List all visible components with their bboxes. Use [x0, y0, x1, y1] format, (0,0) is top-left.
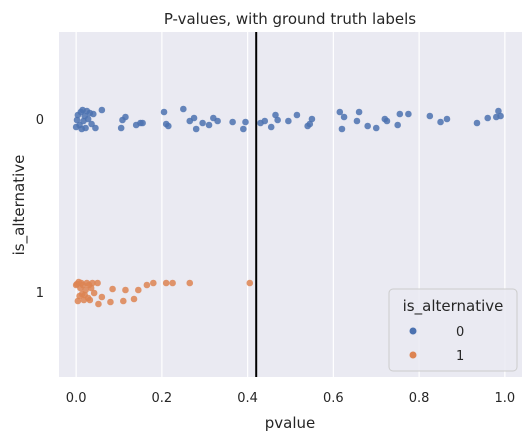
data-point-1 — [130, 295, 138, 303]
data-point-0 — [160, 108, 168, 116]
data-point-1 — [186, 279, 194, 287]
y-tick-labels: 01 — [36, 113, 44, 301]
data-point-1 — [135, 286, 142, 294]
data-point-0 — [437, 118, 444, 126]
data-point-0 — [306, 120, 314, 128]
x-tick-label: 0.8 — [409, 391, 430, 406]
data-point-0 — [383, 117, 391, 125]
data-point-0 — [495, 107, 502, 115]
data-point-0 — [192, 125, 200, 133]
data-points — [72, 105, 504, 308]
data-point-0 — [364, 122, 371, 130]
legend-marker-1 — [409, 351, 417, 359]
data-point-0 — [122, 113, 129, 121]
data-point-0 — [267, 123, 275, 131]
data-point-0 — [484, 114, 492, 122]
data-point-1 — [82, 286, 89, 294]
data-point-1 — [150, 279, 157, 287]
data-point-0 — [426, 112, 434, 120]
data-point-0 — [355, 108, 363, 116]
data-point-1 — [246, 279, 254, 287]
data-point-0 — [82, 124, 89, 132]
x-tick-labels: 0.0 0.2 0.4 0.6 0.8 1.0 — [66, 391, 515, 406]
data-point-0 — [240, 125, 247, 133]
x-tick-label: 0.6 — [323, 391, 344, 406]
data-point-0 — [199, 119, 206, 127]
data-point-0 — [336, 108, 344, 116]
data-point-0 — [353, 117, 361, 125]
data-point-1 — [95, 300, 102, 308]
data-point-0 — [180, 105, 187, 113]
legend-label-0: 0 — [456, 325, 464, 340]
data-point-1 — [162, 279, 170, 287]
data-point-0 — [98, 106, 106, 114]
data-point-0 — [405, 110, 412, 118]
data-point-0 — [205, 121, 213, 129]
data-point-0 — [117, 124, 125, 132]
data-point-1 — [107, 298, 114, 306]
data-point-1 — [120, 297, 127, 305]
data-point-0 — [229, 118, 236, 126]
legend-label-1: 1 — [456, 349, 464, 364]
y-tick-label: 1 — [36, 286, 44, 301]
data-point-0 — [372, 124, 380, 132]
x-tick-label: 0.2 — [152, 391, 173, 406]
data-point-0 — [242, 118, 249, 126]
data-point-0 — [293, 111, 301, 119]
data-point-0 — [139, 119, 146, 127]
data-point-1 — [94, 279, 101, 287]
data-point-0 — [89, 110, 97, 118]
data-point-1 — [109, 285, 116, 293]
data-point-0 — [272, 111, 279, 119]
data-point-0 — [394, 121, 401, 129]
data-point-1 — [143, 281, 151, 289]
x-axis-label: pvalue — [265, 414, 316, 432]
data-point-1 — [169, 279, 176, 287]
data-point-0 — [261, 117, 269, 125]
data-point-1 — [122, 286, 129, 294]
data-point-0 — [285, 117, 292, 125]
data-point-1 — [87, 284, 95, 292]
data-point-1 — [90, 289, 98, 297]
x-tick-label: 1.0 — [495, 391, 516, 406]
y-tick-label: 0 — [36, 113, 44, 128]
x-tick-label: 0.4 — [237, 391, 258, 406]
data-point-0 — [443, 115, 451, 123]
legend-box — [388, 288, 518, 372]
data-point-0 — [190, 114, 198, 122]
data-point-1 — [74, 297, 82, 305]
data-point-0 — [84, 115, 92, 123]
data-point-1 — [89, 279, 96, 287]
data-point-0 — [497, 112, 504, 120]
data-point-1 — [98, 293, 106, 301]
legend: is_alternative 0 1 — [388, 288, 518, 372]
data-point-0 — [73, 116, 81, 124]
data-point-0 — [473, 119, 481, 127]
data-point-0 — [396, 110, 404, 118]
data-point-0 — [308, 115, 316, 123]
data-point-0 — [92, 124, 99, 132]
x-tick-label: 0.0 — [66, 391, 87, 406]
y-axis-label: is_alternative — [10, 155, 29, 256]
data-point-0 — [274, 116, 281, 124]
data-point-0 — [338, 125, 346, 133]
data-point-0 — [340, 113, 348, 121]
data-point-0 — [165, 122, 172, 130]
data-point-0 — [214, 117, 221, 125]
data-point-1 — [86, 296, 94, 304]
legend-title: is_alternative — [403, 297, 504, 316]
legend-marker-0 — [409, 327, 417, 335]
chart-title: P-values, with ground truth labels — [164, 10, 416, 28]
